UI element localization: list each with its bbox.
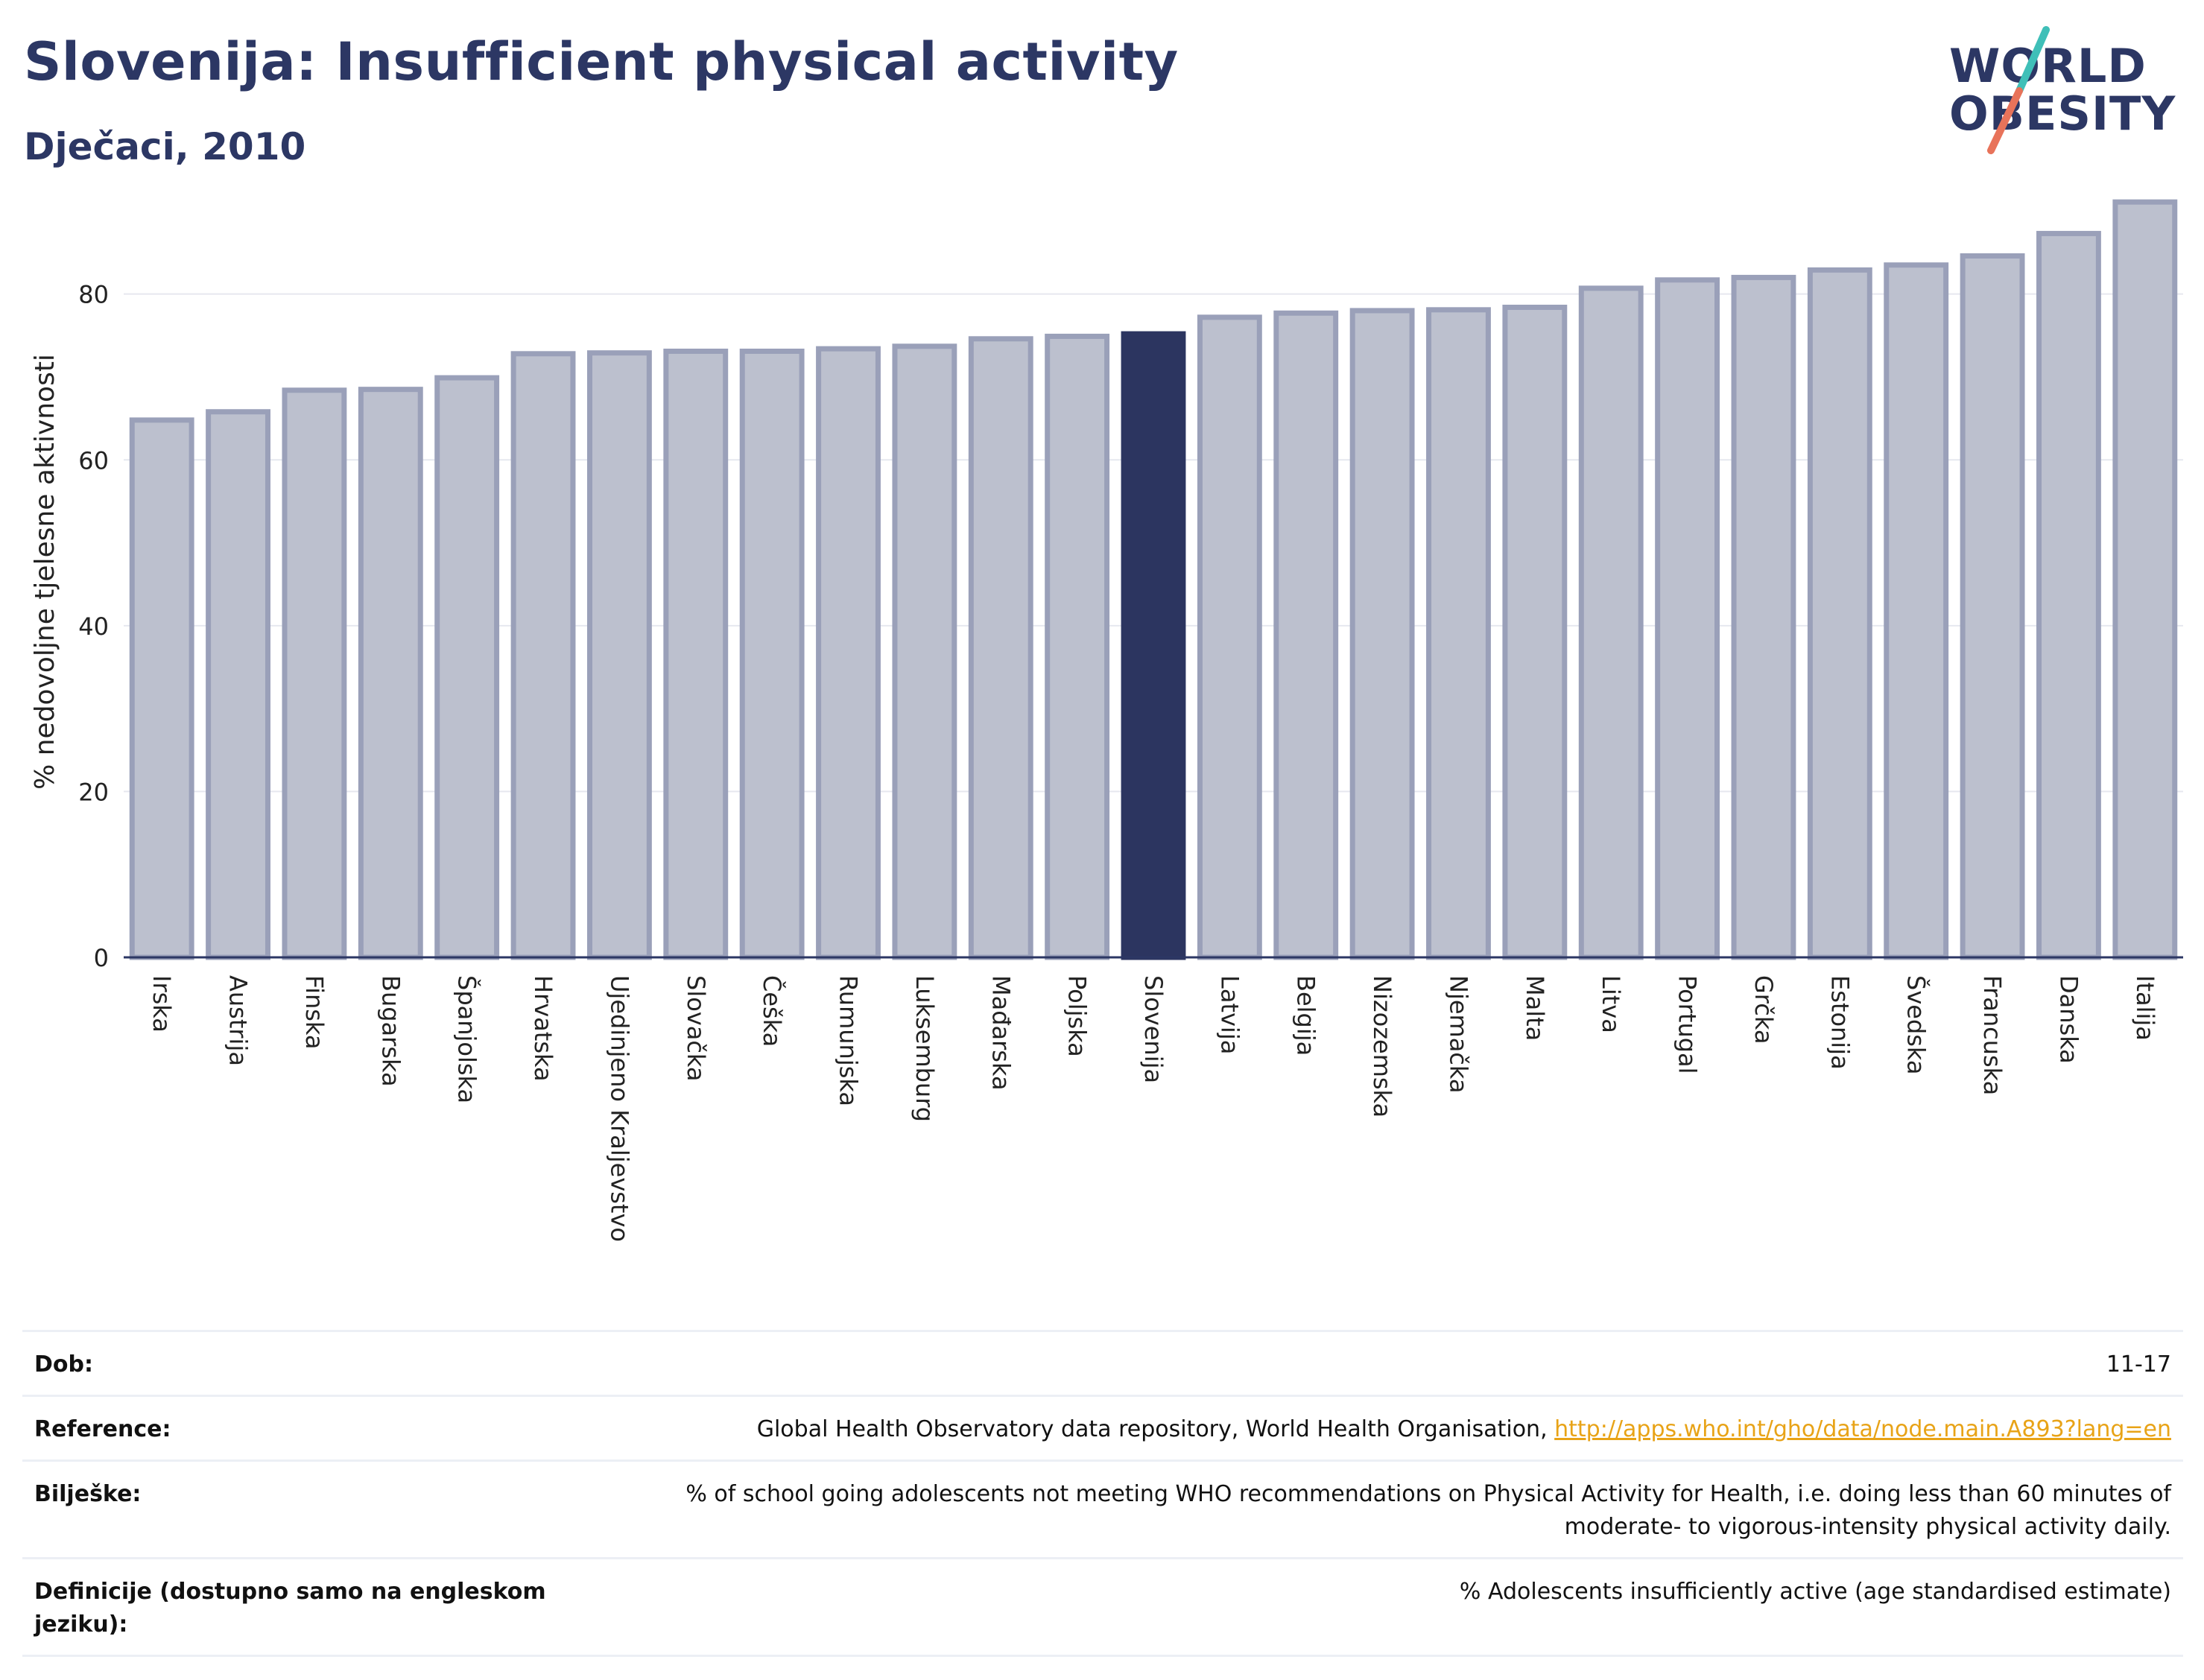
x-tick-label: Luksemburg xyxy=(911,975,939,1122)
bar-grčka xyxy=(1731,274,1796,960)
axes: 0 20 40 60 80 Irska Austrija Finska Bugarska Špan… xyxy=(78,281,2183,1242)
bar-danska xyxy=(2036,230,2101,960)
bar-hrvatska xyxy=(510,351,576,960)
bar-španjolska xyxy=(434,375,500,960)
bar-francuska xyxy=(1960,253,2025,960)
bar-portugal xyxy=(1655,277,1720,960)
page-subtitle: Dječaci, 2010 xyxy=(24,125,306,168)
bar-finska xyxy=(282,387,347,960)
x-tick-label: Mađarska xyxy=(987,975,1015,1091)
bar-nizozemska xyxy=(1349,308,1415,960)
details-table: Dob: 11-17 Reference: Global Health Obse… xyxy=(22,1330,2183,1657)
x-tick-label: Finska xyxy=(300,975,329,1050)
x-tick-label: Italija xyxy=(2131,975,2159,1041)
detail-row-reference: Reference: Global Health Observatory dat… xyxy=(22,1395,2183,1459)
bar-luksemburg xyxy=(892,343,957,960)
bar-litva xyxy=(1578,285,1644,960)
page-title: Slovenija: Insufficient physical activit… xyxy=(24,31,1179,92)
bar-italija xyxy=(2112,199,2178,960)
detail-value: Global Health Observatory data repositor… xyxy=(757,1413,2171,1446)
detail-value: % of school going adolescents not meetin… xyxy=(685,1481,2171,1540)
x-tick-label: Portugal xyxy=(1673,975,1702,1074)
detail-value: % Adolescents insufficiently active (age… xyxy=(1459,1579,2171,1605)
x-tick-label: Irska xyxy=(148,975,176,1033)
x-tick-label: Njemačka xyxy=(1444,975,1472,1093)
x-tick-label: Grčka xyxy=(1749,975,1778,1044)
bar-ujedinjeno-kraljevstvo xyxy=(586,350,652,960)
bar-chart: 0 20 40 60 80 Irska Austrija Finska Bugarska Špan… xyxy=(30,199,2183,1242)
bar-njemačka xyxy=(1426,307,1491,960)
x-tick-label: Ujedinjeno Kraljevstvo xyxy=(605,975,633,1242)
detail-row-age: Dob: 11-17 xyxy=(22,1330,2183,1395)
bar-češka xyxy=(739,348,805,960)
detail-row-notes: Bilješke: % of school going adolescents … xyxy=(22,1459,2183,1557)
x-tick-label: Slovačka xyxy=(682,975,710,1082)
y-tick-label: 20 xyxy=(78,778,109,806)
y-tick-label: 0 xyxy=(94,944,109,972)
x-tick-label: Latvija xyxy=(1215,975,1244,1054)
bar-latvija xyxy=(1197,314,1262,960)
y-axis-label: % nedovoljne tjelesne aktivnosti xyxy=(30,354,60,790)
reference-link[interactable]: http://apps.who.int/gho/data/node.main.A… xyxy=(1554,1416,2171,1442)
bar-estonija xyxy=(1807,267,1872,960)
x-tick-label: Švedska xyxy=(1902,975,1931,1075)
bar-slovenija xyxy=(1121,331,1186,960)
logo-line-1: WORLD xyxy=(1949,39,2147,93)
bar-austrija xyxy=(206,409,270,960)
detail-label: Dob: xyxy=(34,1351,93,1378)
detail-value: 11-17 xyxy=(2106,1351,2171,1378)
x-tick-label: Španjolska xyxy=(453,975,482,1103)
x-tick-label: Češka xyxy=(758,975,787,1047)
bar-bugarska xyxy=(358,387,423,960)
x-tick-label: Slovenija xyxy=(1139,975,1168,1083)
bar-mađarska xyxy=(968,336,1033,960)
x-tick-label: Rumunjska xyxy=(835,975,863,1106)
bar-slovačka xyxy=(663,348,729,960)
detail-label: Bilješke: xyxy=(34,1481,142,1507)
world-obesity-logo: WORLD OBESITY xyxy=(1937,22,2191,156)
bar-belgija xyxy=(1273,310,1339,960)
logo-line-2: OBESITY xyxy=(1949,86,2176,141)
x-tick-label: Francuska xyxy=(1978,975,2007,1095)
y-tick-label: 60 xyxy=(78,446,109,475)
detail-row-definitions: Definicije (dostupno samo na engleskom j… xyxy=(22,1557,2183,1657)
bars xyxy=(129,199,2178,960)
bar-rumunjska xyxy=(816,346,881,960)
bar-irska xyxy=(129,417,194,960)
x-tick-label: Hrvatska xyxy=(529,975,557,1082)
x-tick-label: Belgija xyxy=(1292,975,1320,1056)
detail-label: Definicije (dostupno samo na engleskom j… xyxy=(34,1579,546,1638)
reference-text: Global Health Observatory data repositor… xyxy=(756,1416,1555,1442)
x-tick-label: Estonija xyxy=(1825,975,1854,1070)
y-tick-label: 80 xyxy=(78,281,109,309)
x-tick-label: Litva xyxy=(1597,975,1625,1033)
x-tick-label: Nizozemska xyxy=(1368,975,1396,1118)
x-tick-label: Danska xyxy=(2054,975,2083,1064)
x-tick-label: Austrija xyxy=(224,975,253,1066)
detail-label: Reference: xyxy=(34,1416,171,1442)
x-tick-label: Bugarska xyxy=(376,975,405,1087)
y-tick-label: 40 xyxy=(78,612,109,641)
x-tick-label: Malta xyxy=(1521,975,1549,1041)
x-tick-label: Poljska xyxy=(1063,975,1092,1057)
bar-malta xyxy=(1502,304,1568,960)
bar-poljska xyxy=(1045,333,1110,960)
logo-slash-icon xyxy=(1987,26,2050,154)
bar-švedska xyxy=(1884,262,1949,960)
